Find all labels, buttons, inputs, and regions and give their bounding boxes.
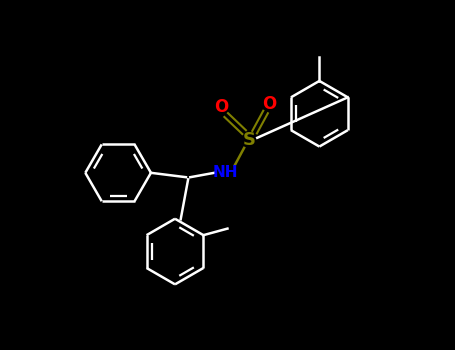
Text: O: O [262, 95, 276, 113]
Text: O: O [214, 98, 228, 116]
Text: NH: NH [212, 165, 238, 180]
Text: S: S [243, 131, 256, 149]
